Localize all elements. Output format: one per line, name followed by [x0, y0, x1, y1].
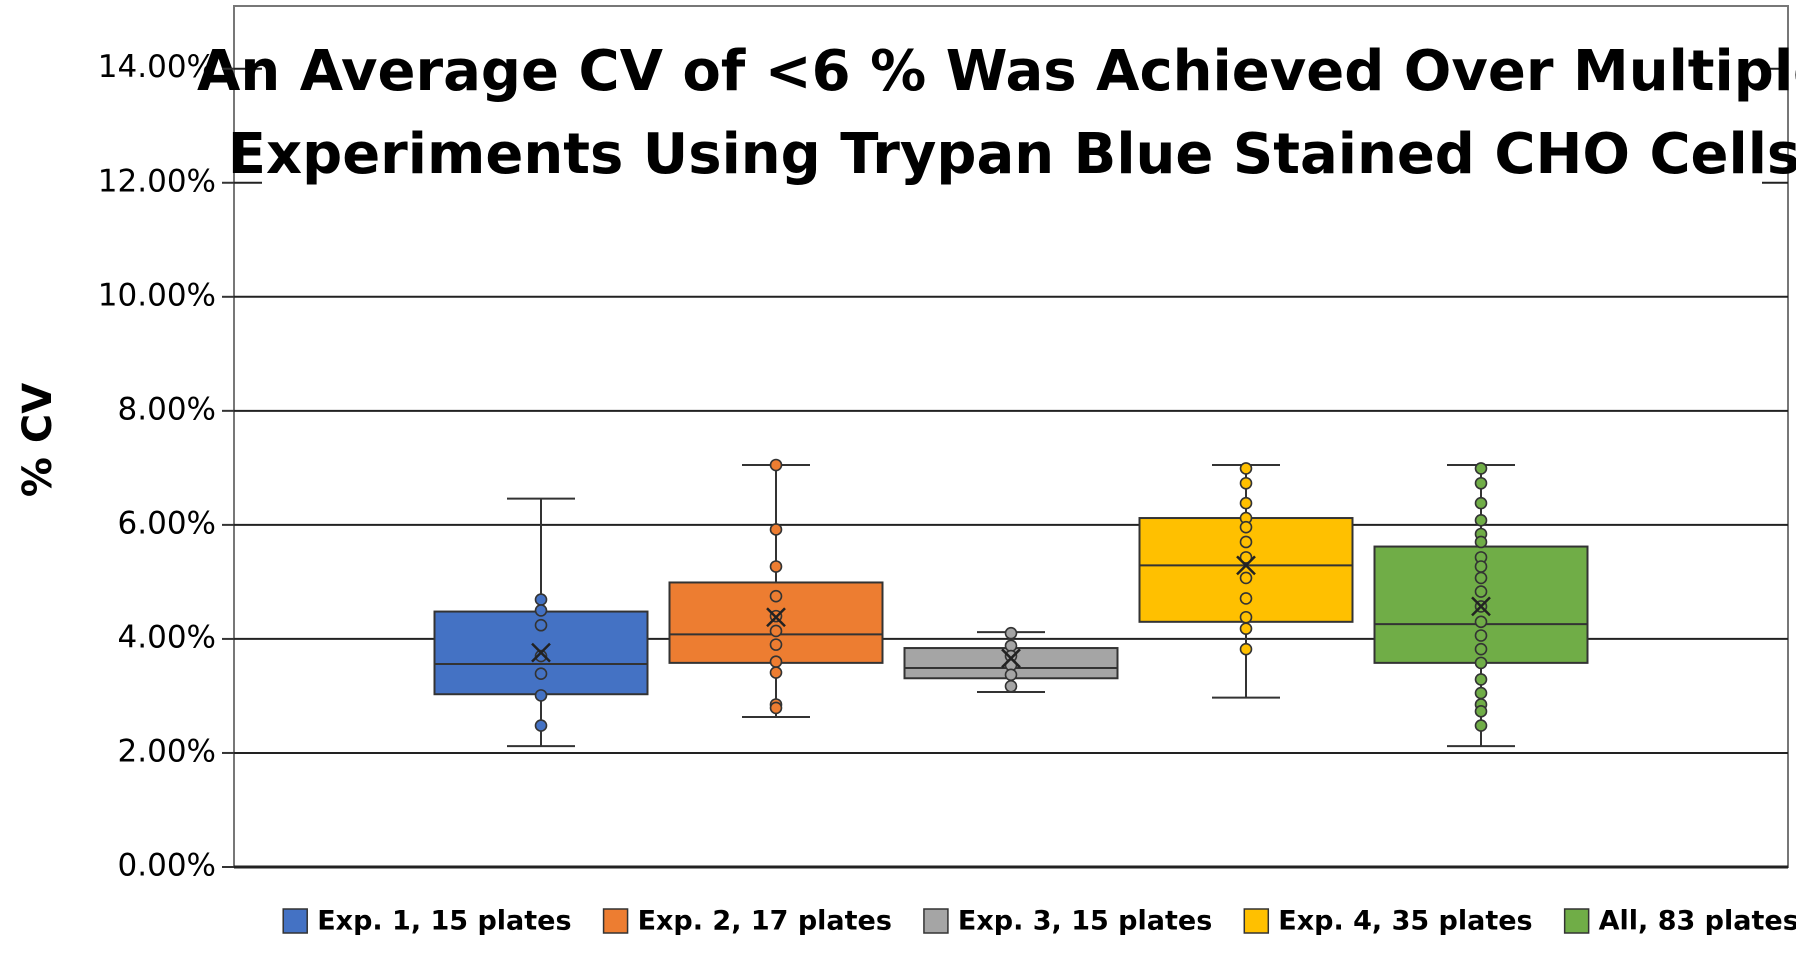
data-point: [534, 667, 548, 681]
mean-marker: [1236, 555, 1256, 576]
data-point: [1004, 668, 1018, 682]
data-point: [1474, 476, 1488, 490]
mean-marker: [1471, 596, 1491, 617]
y-axis-label: % CV: [15, 383, 61, 497]
data-point: [1474, 642, 1488, 656]
data-point: [1239, 520, 1253, 534]
data-point: [1004, 639, 1018, 653]
data-point: [534, 719, 548, 732]
data-point: [1474, 615, 1488, 629]
y-tick-label: 2.00%: [118, 733, 216, 769]
data-point: [769, 638, 783, 651]
legend-swatch: [1243, 908, 1270, 934]
data-point: [1474, 560, 1488, 573]
data-point: [1474, 719, 1488, 732]
box-group: [903, 626, 1119, 693]
data-point: [769, 560, 783, 573]
box: [1138, 517, 1354, 623]
data-point: [1474, 705, 1488, 718]
y-tick-label: 10.00%: [98, 277, 216, 313]
data-point: [1474, 462, 1488, 475]
title-background: [262, 30, 1762, 195]
legend-swatch: [1563, 908, 1590, 934]
data-point: [769, 666, 783, 679]
mean-marker: [766, 607, 786, 628]
box-group: [1138, 462, 1354, 699]
y-tick-label: 12.00%: [98, 163, 216, 199]
data-point: [1474, 571, 1488, 585]
data-point: [1474, 629, 1488, 642]
data-point: [534, 618, 548, 632]
data-point: [534, 649, 548, 663]
data-point: [769, 701, 783, 715]
data-point: [1239, 571, 1253, 585]
box-group: [1373, 462, 1589, 748]
box-group: [433, 497, 649, 748]
data-point: [1474, 585, 1488, 598]
legend-label: Exp. 1, 15 plates: [317, 906, 571, 937]
legend-label: Exp. 4, 35 plates: [1278, 906, 1532, 937]
y-tick-label: 14.00%: [98, 49, 216, 85]
data-point: [769, 655, 783, 669]
data-point: [769, 589, 783, 603]
box-group: [668, 458, 884, 719]
y-tick-label: 6.00%: [118, 505, 216, 541]
data-point: [1474, 686, 1488, 700]
data-point: [1239, 592, 1253, 605]
y-tick-label: 4.00%: [118, 619, 216, 655]
data-point: [1239, 535, 1253, 549]
data-point: [1004, 679, 1018, 693]
data-point: [1239, 476, 1253, 490]
data-point: [1474, 535, 1488, 549]
data-point: [769, 624, 783, 638]
data-point: [534, 689, 548, 702]
data-point: [1239, 496, 1253, 510]
data-point: [1239, 622, 1253, 635]
data-point: [1239, 462, 1253, 475]
legend-swatch: [923, 908, 949, 934]
legend-label: Exp. 2, 17 plates: [638, 906, 892, 937]
chart-title: An Average CV of <6 % Was Achieved Over …: [197, 39, 1796, 104]
data-point: [1474, 656, 1488, 670]
data-point: [1239, 551, 1253, 564]
y-tick-label: 0.00%: [118, 848, 216, 884]
data-point: [1474, 514, 1488, 527]
y-tick-label: 8.00%: [118, 391, 216, 427]
legend-label: Exp. 3, 15 plates: [958, 906, 1212, 937]
data-point: [769, 458, 783, 472]
data-point: [1004, 626, 1018, 640]
legend: Exp. 1, 15 plates Exp. 2, 17 plates Exp. 3…: [282, 906, 1796, 937]
data-point: [1239, 642, 1253, 656]
data-point: [769, 523, 783, 536]
mean-marker: [1001, 648, 1021, 669]
data-point: [1239, 610, 1253, 624]
legend-swatch: [282, 908, 308, 934]
data-point: [1474, 673, 1488, 686]
data-point: [1474, 496, 1488, 510]
legend-swatch: [602, 908, 629, 934]
data-point: [534, 593, 548, 606]
chart-title: Experiments Using Trypan Blue Stained CH…: [228, 122, 1796, 187]
legend-label: All, 83 plates: [1599, 906, 1796, 937]
mean-marker: [531, 642, 551, 663]
data-point: [534, 604, 548, 617]
